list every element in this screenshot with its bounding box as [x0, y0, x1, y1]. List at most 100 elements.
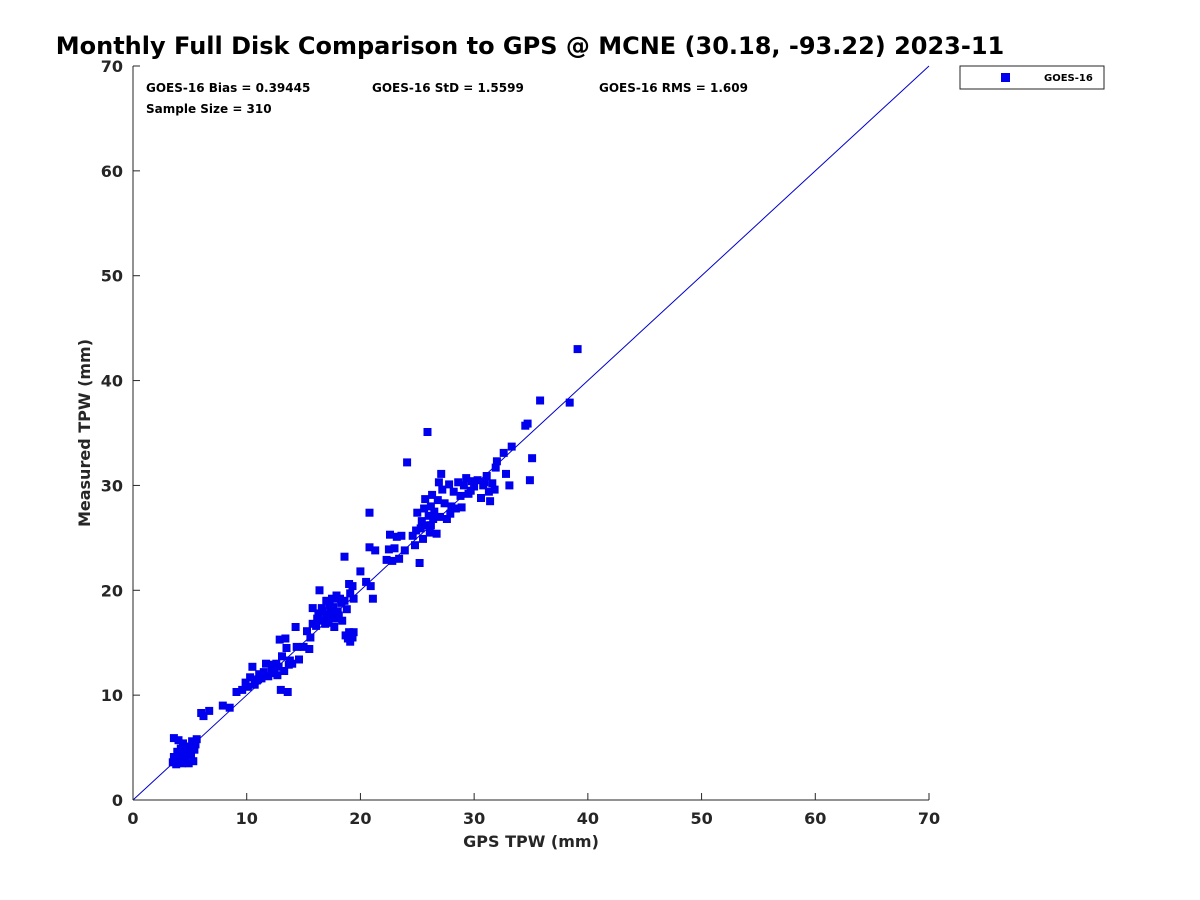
- data-point-21: [187, 749, 195, 758]
- data-point-93: [317, 604, 326, 613]
- data-point-185: [466, 486, 475, 495]
- data-point-100: [347, 631, 356, 640]
- data-point-34: [248, 662, 257, 671]
- data-point-53: [283, 688, 292, 696]
- data-point-42: [267, 664, 276, 673]
- data-point-76: [328, 594, 336, 603]
- data-point-114: [384, 545, 393, 554]
- data-point-115: [386, 530, 394, 539]
- data-point-16: [191, 740, 200, 749]
- data-point-182: [480, 478, 489, 487]
- data-point-52: [276, 685, 285, 694]
- y-tick-label-10: 10: [101, 686, 123, 705]
- data-point-130: [420, 504, 429, 513]
- data-point-137: [429, 515, 438, 523]
- data-point-50: [281, 634, 290, 643]
- data-point-27: [218, 701, 227, 710]
- data-point-80: [333, 607, 342, 616]
- data-point-178: [565, 398, 574, 407]
- x-axis-label: GPS TPW (mm): [463, 832, 599, 851]
- data-point-109: [368, 594, 377, 603]
- data-point-184: [412, 526, 421, 535]
- data-point-28: [225, 703, 234, 712]
- data-point-125: [413, 508, 422, 517]
- data-point-26: [205, 706, 214, 715]
- data-point-87: [308, 604, 317, 613]
- data-point-101: [340, 552, 349, 561]
- data-point-165: [488, 479, 497, 488]
- x-tick-label-50: 50: [690, 809, 712, 828]
- axes: [132, 65, 930, 801]
- data-point-41: [264, 672, 273, 681]
- data-point-148: [447, 502, 456, 511]
- data-point-174: [523, 419, 532, 428]
- data-point-47: [278, 652, 286, 661]
- data-point-138: [430, 507, 439, 516]
- data-point-112: [365, 508, 374, 517]
- data-point-172: [507, 442, 516, 451]
- data-point-33: [246, 673, 255, 682]
- data-point-20: [180, 743, 189, 752]
- data-point-91: [336, 594, 344, 603]
- data-point-154: [459, 481, 468, 490]
- sample-size-stat: Sample Size = 310: [146, 102, 272, 116]
- data-point-151: [454, 478, 463, 487]
- chart-title: Monthly Full Disk Comparison to GPS @ MC…: [56, 32, 1005, 60]
- data-point-111: [371, 546, 380, 555]
- data-point-152: [456, 491, 465, 500]
- bias-stat: GOES-16 Bias = 0.39445: [146, 81, 310, 95]
- data-point-147: [445, 480, 454, 489]
- data-point-60: [285, 656, 294, 665]
- data-point-48: [280, 667, 289, 675]
- data-point-181: [446, 509, 455, 518]
- y-tick-label-0: 0: [112, 791, 123, 810]
- data-point-132: [423, 428, 432, 436]
- x-tick-label-0: 0: [127, 809, 138, 828]
- data-point-63: [303, 627, 311, 636]
- plot-area: 0 10 20 30 40 50 60 70 0 10 20 30 40 50 60 70: [101, 57, 940, 828]
- data-point-158: [470, 482, 479, 491]
- data-point-72: [322, 596, 331, 605]
- data-point-118: [392, 532, 401, 541]
- y-axis-label: Measured TPW (mm): [75, 339, 94, 527]
- data-point-75: [326, 608, 335, 617]
- data-point-176: [528, 454, 537, 463]
- data-point-126: [415, 559, 424, 567]
- data-point-166: [490, 485, 499, 494]
- data-point-17: [169, 734, 178, 743]
- data-point-117: [390, 544, 399, 553]
- data-point-68: [314, 609, 323, 618]
- data-point-127: [416, 524, 425, 533]
- data-point-8: [181, 755, 190, 764]
- x-tick-label-20: 20: [349, 809, 371, 828]
- data-point-157: [467, 477, 476, 486]
- data-point-30: [238, 685, 247, 694]
- data-point-167: [492, 457, 501, 466]
- data-point-119: [395, 554, 404, 563]
- data-point-128: [417, 517, 426, 526]
- data-points: [168, 345, 582, 769]
- data-point-164: [486, 497, 495, 506]
- data-point-77: [329, 603, 338, 612]
- legend-label-goes-16: GOES-16: [1044, 73, 1093, 84]
- data-point-7: [179, 739, 187, 748]
- data-point-107: [362, 577, 371, 586]
- data-point-25: [199, 712, 208, 721]
- tick-labels: 0 10 20 30 40 50 60 70 0 10 20 30 40 50 60 70: [101, 57, 940, 828]
- data-point-149: [449, 487, 458, 496]
- data-point-14: [189, 757, 198, 766]
- data-point-40: [262, 659, 270, 668]
- data-point-142: [436, 512, 444, 521]
- legend-marker-goes-16: [1001, 73, 1010, 82]
- data-point-11: [184, 759, 193, 768]
- data-point-18: [174, 736, 183, 745]
- data-point-83: [338, 616, 347, 625]
- legend-box: [959, 65, 1105, 90]
- data-point-85: [342, 605, 351, 614]
- data-point-92: [322, 610, 331, 619]
- data-point-163: [484, 487, 493, 496]
- data-point-159: [473, 476, 482, 485]
- data-point-134: [425, 528, 434, 537]
- data-point-29: [232, 688, 241, 696]
